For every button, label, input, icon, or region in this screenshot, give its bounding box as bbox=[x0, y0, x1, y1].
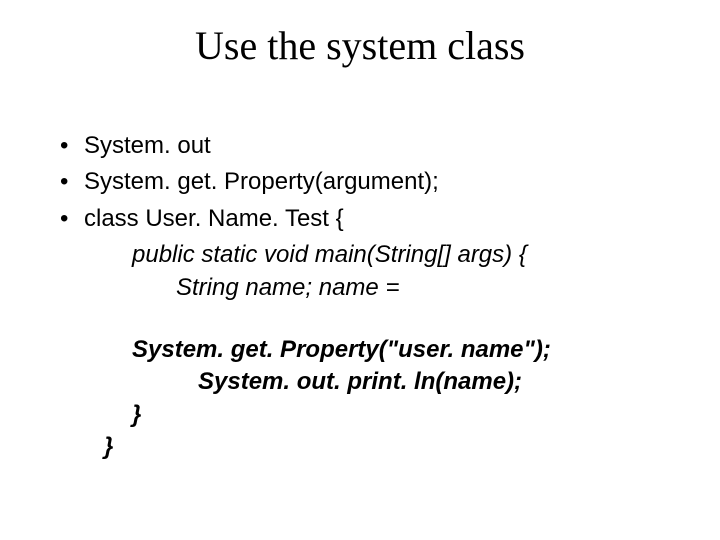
bullet-item: System. out bbox=[58, 130, 680, 162]
bullet-item: class User. Name. Test { bbox=[58, 203, 680, 235]
code-line: String name; name = bbox=[58, 272, 680, 304]
code-line: System. get. Property("user. name"); bbox=[58, 334, 680, 366]
slide-title: Use the system class bbox=[0, 22, 720, 69]
code-line: } bbox=[58, 431, 680, 463]
slide-body: System. out System. get. Property(argume… bbox=[58, 130, 680, 464]
slide: Use the system class System. out System.… bbox=[0, 0, 720, 540]
spacer bbox=[58, 304, 680, 334]
code-line: public static void main(String[] args) { bbox=[58, 239, 680, 271]
code-line: } bbox=[58, 399, 680, 431]
code-line: System. out. print. ln(name); bbox=[58, 366, 680, 398]
bullet-item: System. get. Property(argument); bbox=[58, 166, 680, 198]
